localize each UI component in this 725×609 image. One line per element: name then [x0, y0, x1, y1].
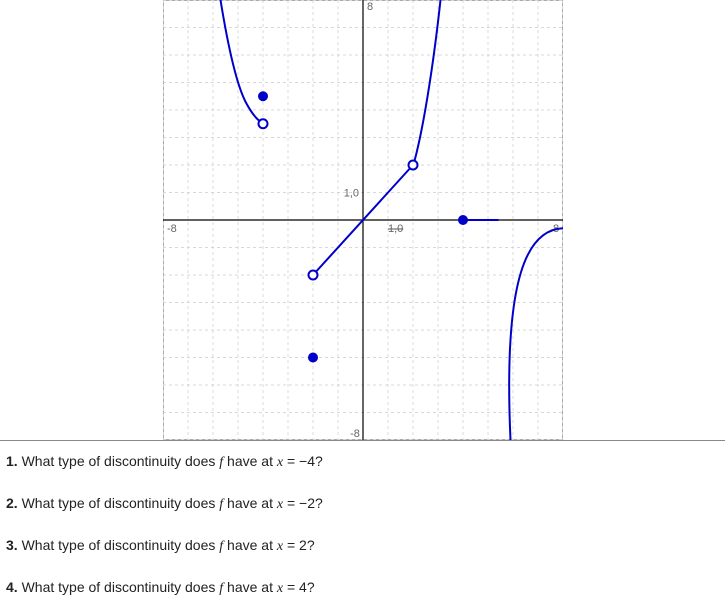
question-prefix: What type of discontinuity does — [22, 453, 220, 469]
svg-text:1,0: 1,0 — [343, 188, 358, 200]
question-eq: = — [283, 453, 299, 469]
svg-text:1,0: 1,0 — [388, 223, 403, 235]
question-value: −2 — [299, 495, 315, 511]
question-mid: have at — [223, 579, 277, 595]
question-value: 4 — [299, 579, 307, 595]
question-prefix: What type of discontinuity does — [22, 495, 220, 511]
question-eq: = — [283, 495, 299, 511]
question-mid: have at — [223, 453, 277, 469]
question-number: 4. — [6, 579, 18, 595]
question-eq: = — [283, 537, 299, 553]
question-2: 2. What type of discontinuity does f hav… — [0, 483, 725, 525]
question-4: 4. What type of discontinuity does f hav… — [0, 567, 725, 609]
question-suffix: ? — [315, 453, 323, 469]
question-number: 1. — [6, 453, 18, 469]
question-3: 3. What type of discontinuity does f hav… — [0, 525, 725, 567]
question-number: 3. — [6, 537, 18, 553]
question-1: 1. What type of discontinuity does f hav… — [0, 441, 725, 483]
question-number: 2. — [6, 495, 18, 511]
question-value: −4 — [299, 453, 315, 469]
question-prefix: What type of discontinuity does — [22, 579, 220, 595]
graph-area: -888-81,01,0 — [0, 0, 725, 440]
questions-list: 1. What type of discontinuity does f hav… — [0, 440, 725, 609]
question-eq: = — [283, 579, 299, 595]
function-graph: -888-81,01,0 — [163, 0, 563, 440]
question-prefix: What type of discontinuity does — [22, 537, 220, 553]
question-mid: have at — [223, 537, 277, 553]
question-suffix: ? — [307, 537, 315, 553]
question-mid: have at — [223, 495, 277, 511]
question-suffix: ? — [307, 579, 315, 595]
svg-text:8: 8 — [367, 1, 373, 13]
question-value: 2 — [299, 537, 307, 553]
svg-text:-8: -8 — [350, 428, 360, 440]
svg-text:-8: -8 — [167, 223, 177, 235]
question-suffix: ? — [315, 495, 323, 511]
